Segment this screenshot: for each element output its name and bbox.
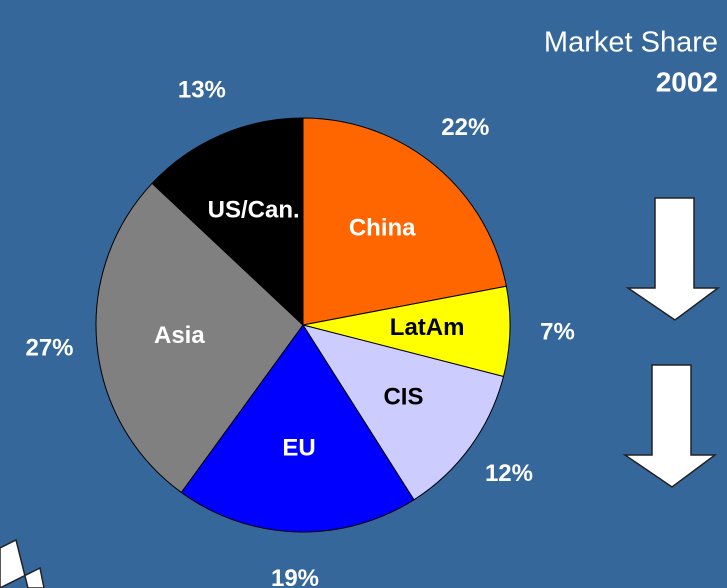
chart-title: Market Share [544, 27, 718, 59]
slice-label: EU [282, 434, 315, 461]
slice-label: US/Can. [208, 196, 300, 223]
value-label: 13% [178, 77, 226, 104]
pie-slice [302, 117, 507, 326]
down-arrow [625, 197, 721, 321]
pie-slice [301, 324, 505, 501]
chart-subtitle: 2002 [656, 66, 718, 97]
partial-arrow [0, 538, 45, 588]
slice-label: LatAm [390, 314, 465, 341]
pie: China 22% LatAm 7% CIS 12% EU 19% Asia 27% US/Can.… [25, 77, 574, 588]
slice-label: China [349, 215, 416, 242]
value-label: 22% [441, 114, 489, 141]
down-arrow [622, 364, 718, 488]
value-label: 19% [271, 565, 319, 588]
value-label: 7% [540, 318, 575, 345]
value-label: 27% [25, 334, 73, 361]
pie-slice [151, 117, 304, 327]
slice-label: Asia [154, 322, 205, 349]
pie-slice [95, 182, 304, 494]
slice-label: CIS [383, 383, 423, 410]
pie-slice [180, 324, 415, 533]
value-label: 12% [485, 460, 533, 487]
